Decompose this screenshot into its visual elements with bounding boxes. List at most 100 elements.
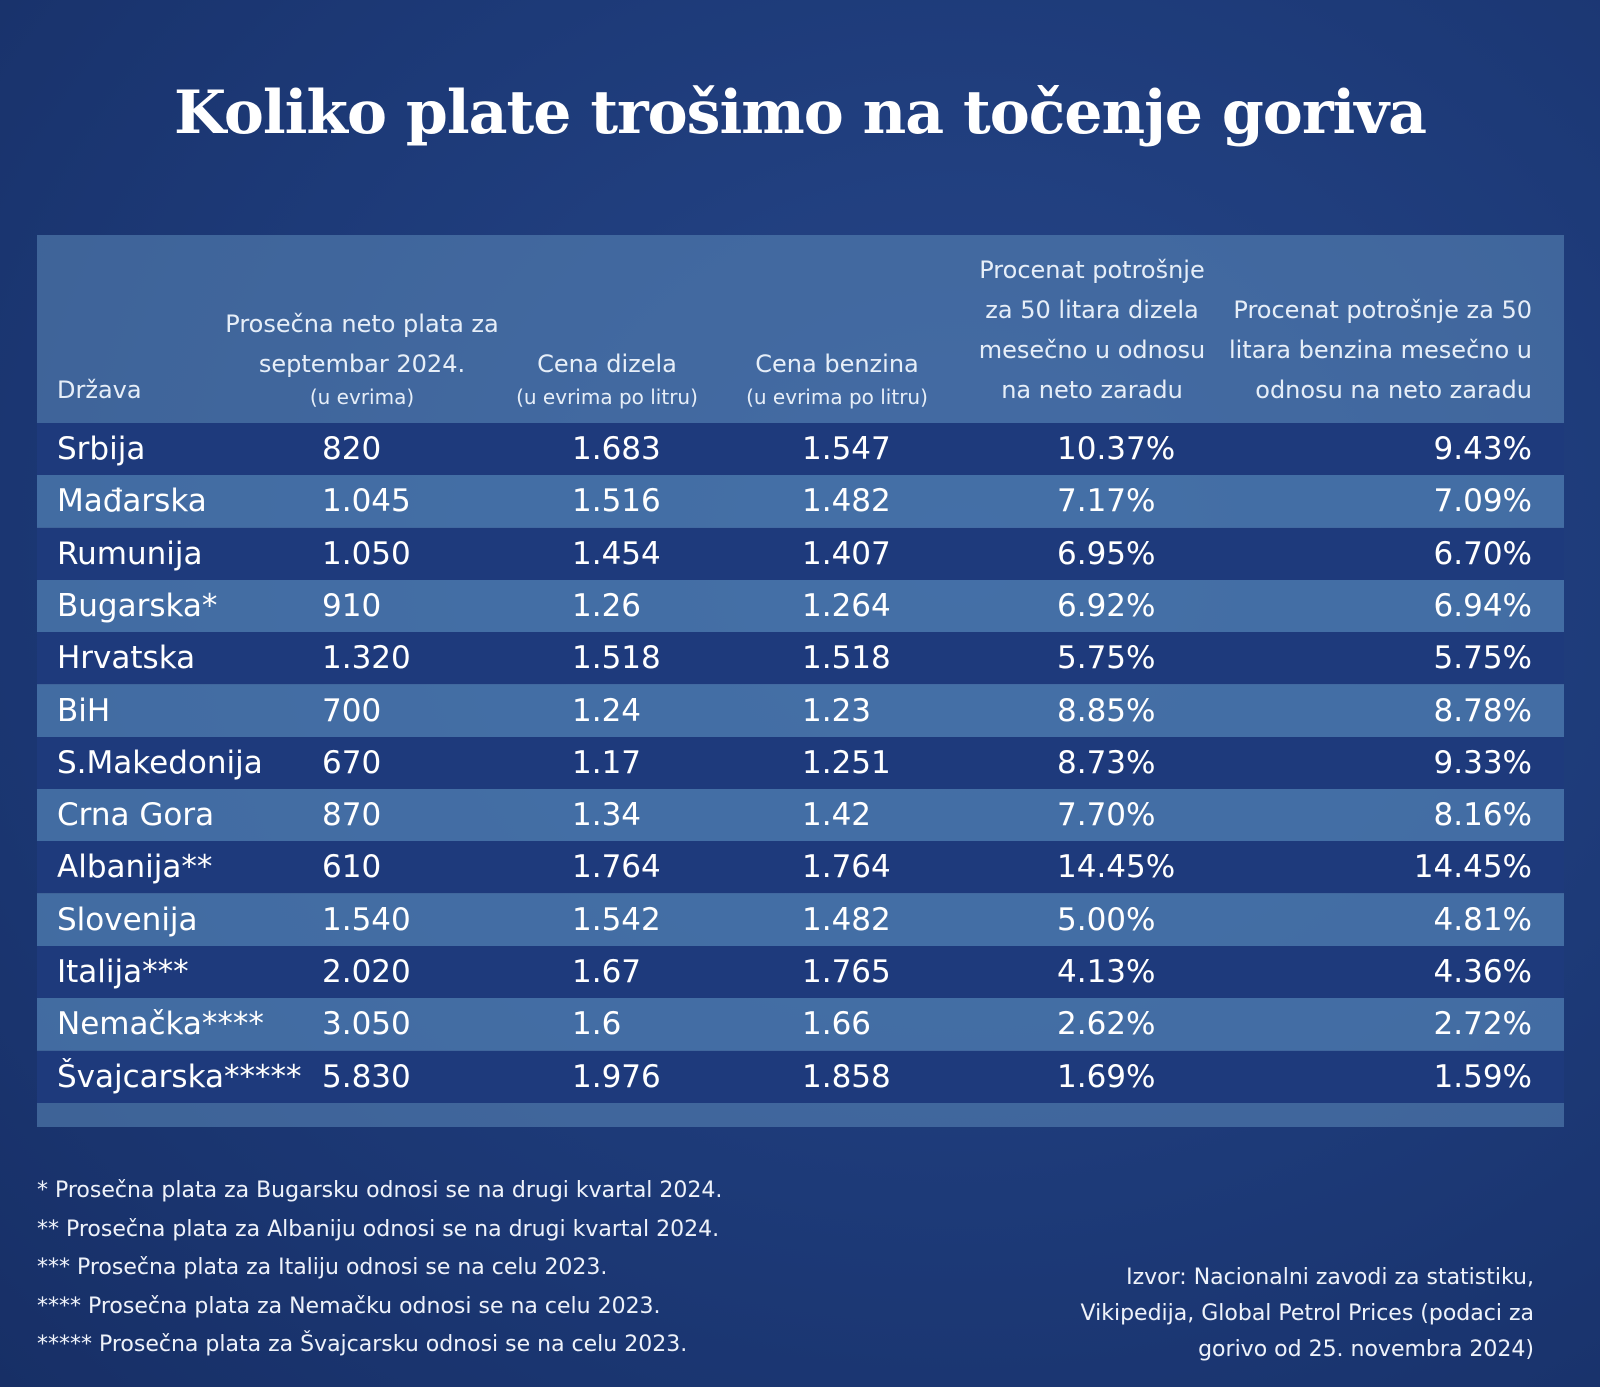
table-cell: 1.251	[802, 744, 891, 781]
table-cell: 1.66	[802, 1006, 872, 1043]
table: Država Prosečna neto plata za septembar 2…	[37, 235, 1564, 1127]
table-cell: 1.540	[322, 901, 411, 938]
table-row: Srbija 820 1.683 1.547 10.37% 9.43%	[37, 423, 1564, 475]
table-cell: 1.765	[802, 954, 891, 990]
table-cell: Italija***	[57, 954, 189, 990]
table-cell: BiH	[57, 692, 111, 729]
table-cell: 1.23	[802, 692, 872, 729]
footnote: *** Prosečna plata za Italiju odnosi se …	[37, 1255, 608, 1280]
table-cell: 1.542	[572, 901, 661, 938]
header-label: Prosečna neto plata za septembar 2024.	[225, 310, 499, 378]
table-cell: Crna Gora	[57, 797, 215, 834]
header-label: Cena benzina	[755, 350, 919, 378]
table-cell: 1.045	[322, 483, 411, 520]
table-cell: Rumunija	[57, 535, 203, 572]
table-cell: 1.482	[802, 901, 891, 938]
table-cell: Slovenija	[57, 901, 198, 938]
header-cell: Prosečna neto plata za septembar 2024. (u…	[222, 304, 502, 410]
table-cell: 14.45%	[1057, 849, 1176, 886]
table-row: Bugarska* 910 1.26 1.264 6.92% 6.94%	[37, 579, 1564, 632]
table-cell: Albanija**	[57, 849, 213, 886]
table-cell: 1.264	[802, 587, 891, 624]
table-cell: 1.764	[572, 849, 661, 886]
table-cell: 9.33%	[1433, 744, 1532, 781]
header-sub: (u evrima po litru)	[746, 385, 928, 409]
header-cell: Država	[57, 370, 327, 410]
table-cell: 4.13%	[1057, 954, 1156, 990]
table-cell: 820	[322, 431, 382, 467]
table-cell: 670	[322, 744, 382, 781]
table-row: Albanija** 610 1.764 1.764 14.45% 14.45%	[37, 841, 1564, 894]
table-cell: Hrvatska	[57, 640, 196, 677]
header-sub: (u evrima)	[309, 385, 415, 409]
table-cell: 7.17%	[1057, 483, 1156, 520]
header-label: Procenat potrošnje za 50 litara dizela m…	[978, 256, 1206, 404]
table-row: Rumunija 1.050 1.454 1.407 6.95% 6.70%	[37, 527, 1564, 580]
table-cell: 8.16%	[1433, 797, 1532, 834]
table-cell: 700	[322, 692, 382, 729]
table-cell: 1.518	[572, 640, 661, 677]
table-row: BiH 700 1.24 1.23 8.85% 8.78%	[37, 684, 1564, 737]
table-cell: 8.78%	[1433, 692, 1532, 729]
table-cell: 5.75%	[1433, 640, 1532, 677]
table-cell: 8.73%	[1057, 744, 1156, 781]
table-cell: 1.454	[572, 535, 661, 572]
footnote: * Prosečna plata za Bugarsku odnosi se n…	[37, 1178, 723, 1203]
table-cell: 1.34	[572, 797, 642, 834]
header-label: Cena dizela	[537, 350, 677, 378]
table-cell: 5.75%	[1057, 640, 1156, 677]
table-row: Mađarska 1.045 1.516 1.482 7.17% 7.09%	[37, 475, 1564, 528]
table-row: Italija*** 2.020 1.67 1.765 4.13% 4.36%	[37, 946, 1564, 998]
table-cell: 5.830	[322, 1058, 411, 1095]
source: Izvor: Nacionalni zavodi za statistiku, …	[1080, 1265, 1534, 1362]
table-cell: 1.482	[802, 483, 891, 520]
title: Koliko plate trošimo na točenje goriva	[174, 78, 1427, 148]
table-cell: Mađarska	[57, 483, 207, 520]
table-cell: 1.24	[572, 692, 642, 729]
table-cell: Srbija	[57, 431, 146, 467]
table-cell: 1.516	[572, 483, 661, 520]
header-cell: Procenat potrošnje za 50 litara dizela m…	[972, 250, 1212, 410]
table-cell: 2.72%	[1433, 1006, 1532, 1043]
table-cell: Nemačka****	[57, 1006, 264, 1043]
table-cell: 1.26	[572, 587, 642, 624]
table-row: Slovenija 1.540 1.542 1.482 5.00% 4.81%	[37, 893, 1564, 946]
header-cell: Cena dizela (u evrima po litru)	[507, 344, 707, 410]
table-cell: Bugarska*	[57, 587, 218, 624]
table-cell: 1.6	[572, 1006, 622, 1043]
header-cell: Cena benzina (u evrima po litru)	[737, 344, 937, 410]
table-cell: 6.95%	[1057, 535, 1156, 572]
table-cell: 14.45%	[1413, 849, 1532, 886]
table-cell: 910	[322, 587, 382, 624]
table-cell: 6.94%	[1433, 587, 1532, 624]
table-cell: 5.00%	[1057, 901, 1156, 938]
table-cell: 2.62%	[1057, 1006, 1156, 1043]
table-row: Hrvatska 1.320 1.518 1.518 5.75% 5.75%	[37, 632, 1564, 685]
table-cell: 1.407	[802, 535, 891, 572]
table-row: Crna Gora 870 1.34 1.42 7.70% 8.16%	[37, 789, 1564, 842]
table-row: S.Makedonija 670 1.17 1.251 8.73% 9.33%	[37, 736, 1564, 789]
footnote: ** Prosečna plata za Albaniju odnosi se …	[37, 1216, 720, 1242]
table-cell: 6.70%	[1433, 535, 1532, 572]
table-cell: 1.67	[572, 954, 642, 990]
header-sub: (u evrima po litru)	[516, 385, 698, 409]
table-cell: S.Makedonija	[57, 744, 263, 781]
table-cell: 1.42	[802, 797, 872, 834]
table-cell: 8.85%	[1057, 692, 1156, 729]
table-cell: 610	[322, 849, 382, 886]
table-cell: 1.976	[572, 1058, 661, 1095]
table-cell: 1.050	[322, 535, 411, 572]
footnote: **** Prosečna plata za Nemačku odnosi se…	[37, 1293, 661, 1319]
table-cell: 870	[322, 797, 382, 834]
table-cell: 1.547	[802, 431, 891, 467]
table-cell: 9.43%	[1433, 431, 1532, 467]
footnote: ***** Prosečna plata za Švajcarsku odnos…	[37, 1332, 688, 1357]
header-label: Procenat potrošnje za 50 litara benzina …	[1228, 296, 1532, 404]
table-cell: 6.92%	[1057, 587, 1156, 624]
table-cell: 1.858	[802, 1058, 891, 1095]
table-cell: 1.764	[802, 849, 891, 886]
table-cell: 10.37%	[1057, 431, 1176, 467]
table-cell: 1.518	[802, 640, 891, 677]
table-cell: 2.020	[322, 954, 411, 990]
